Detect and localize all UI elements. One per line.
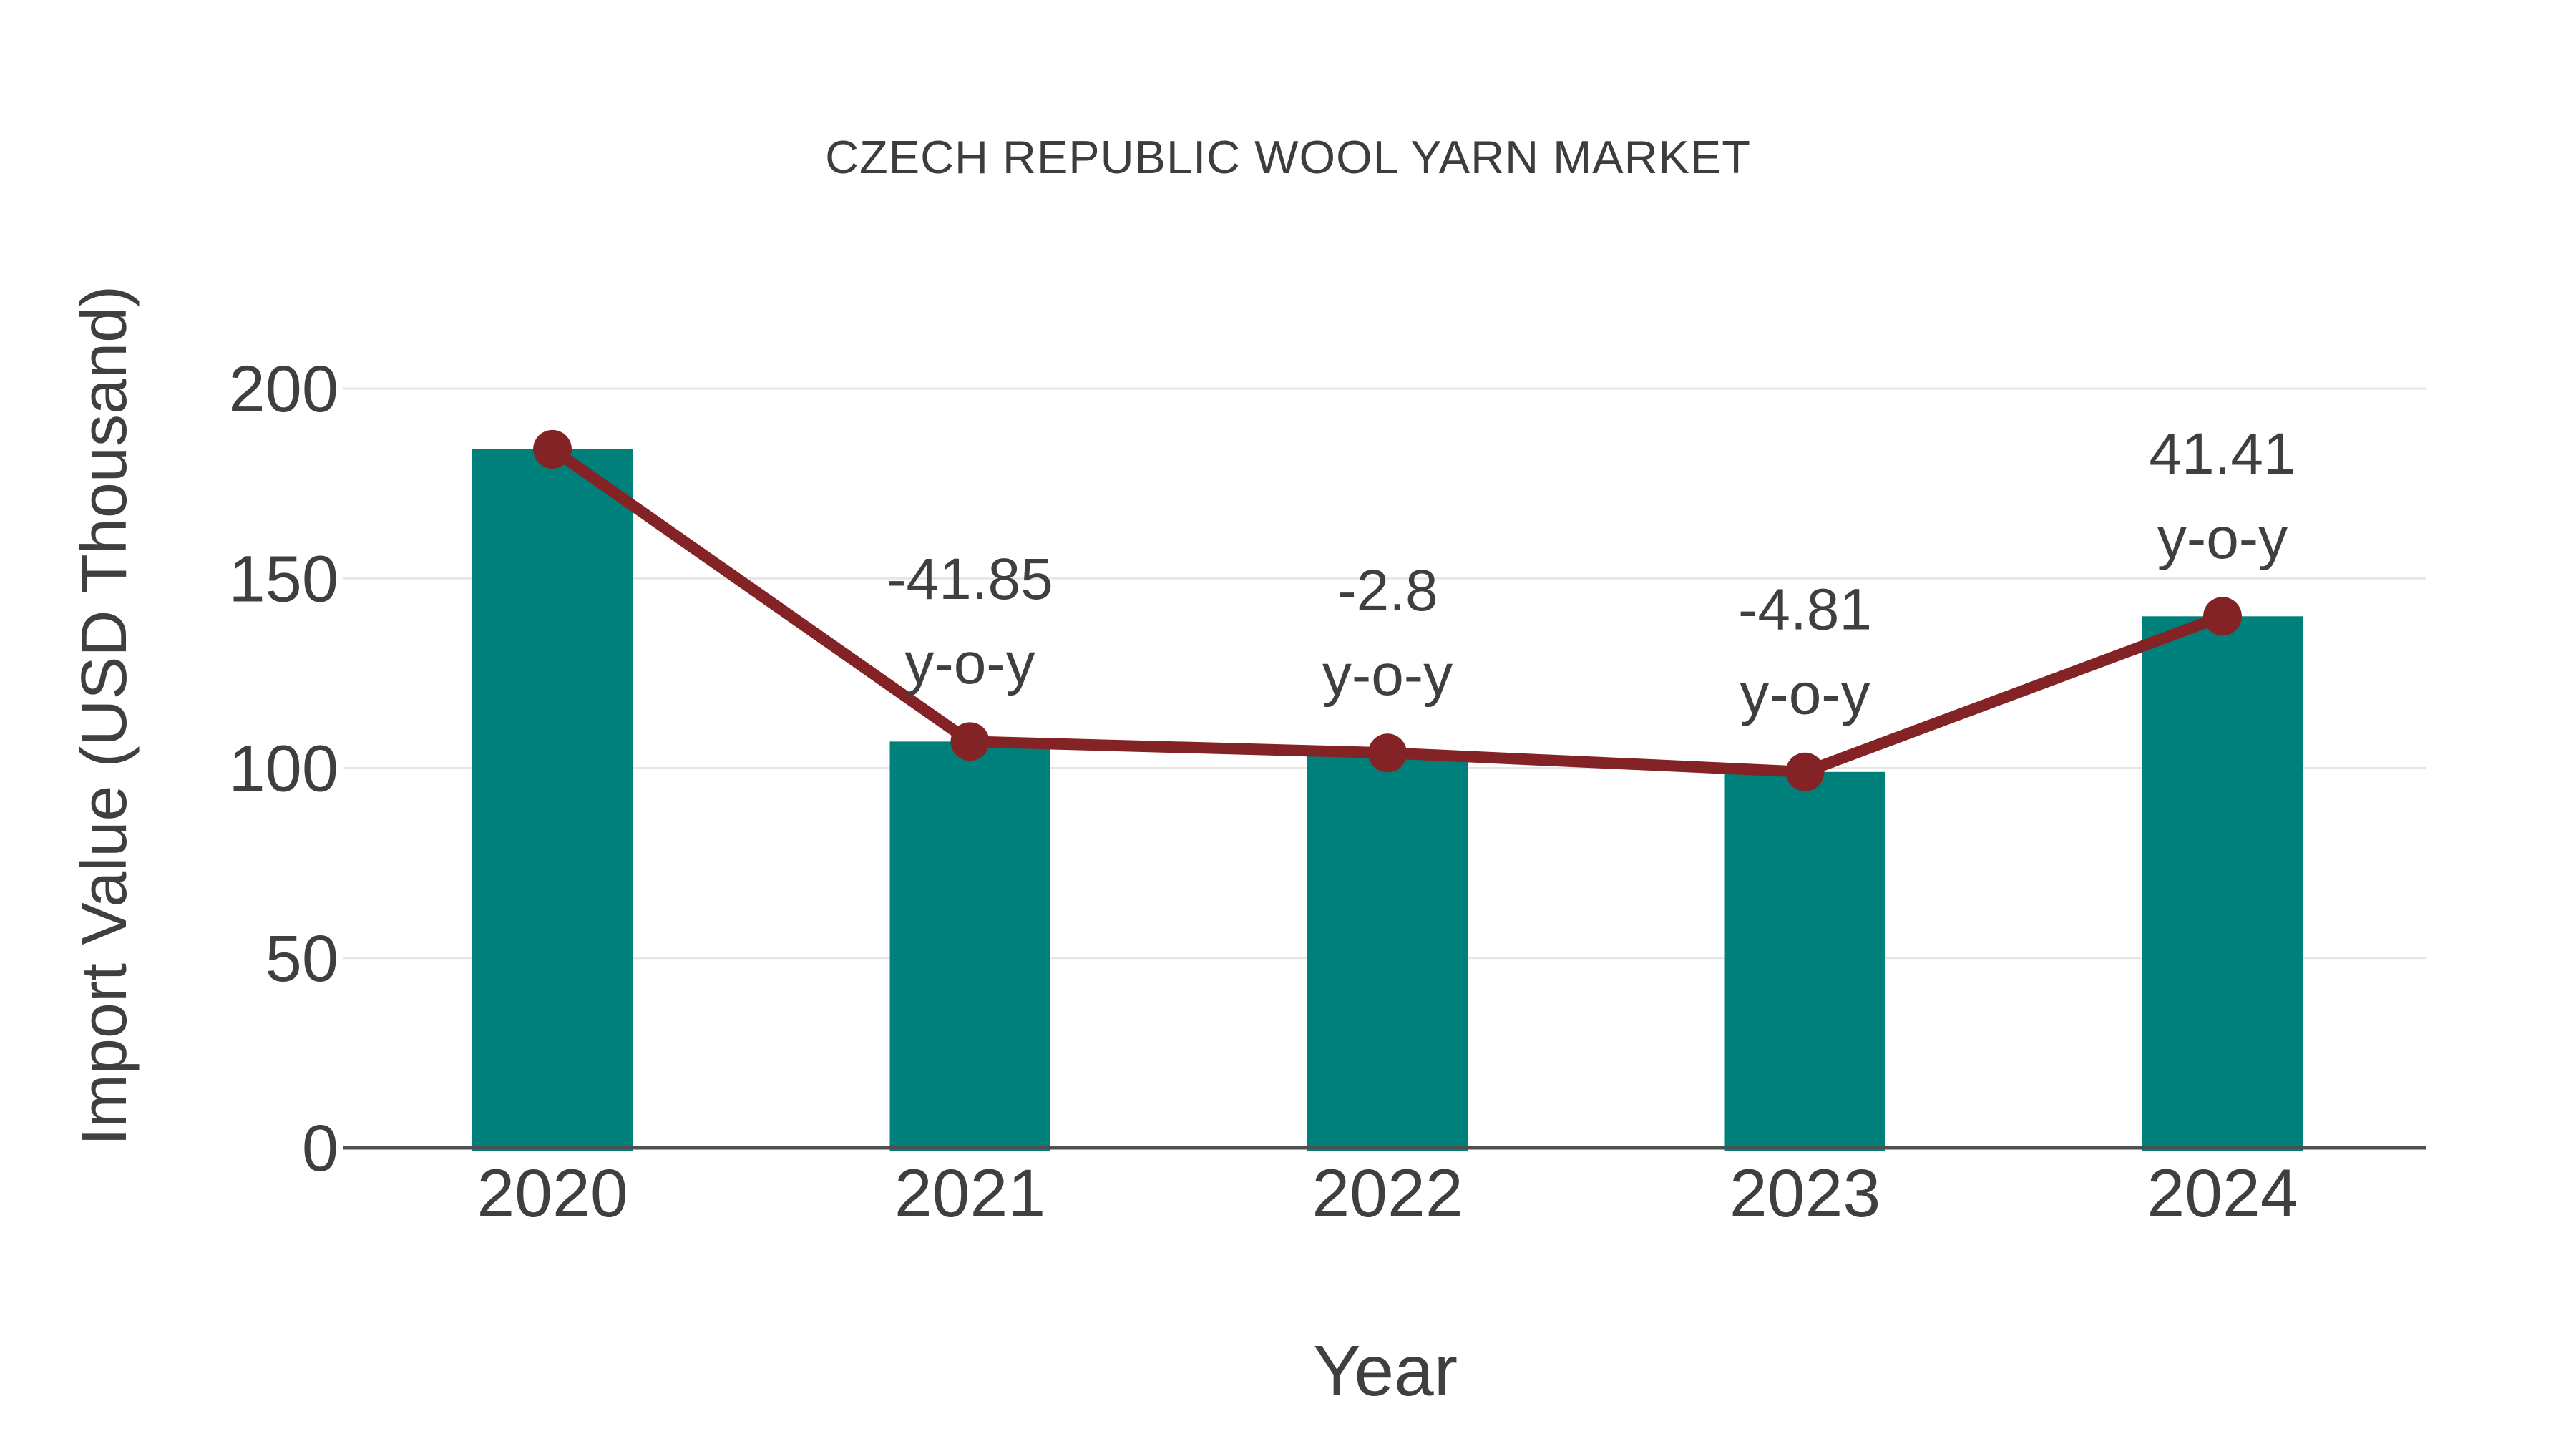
annotation-2022: -2.8 y-o-y <box>1322 558 1453 708</box>
bar-2020 <box>472 449 633 1151</box>
y-tick-label-100: 100 <box>229 733 339 806</box>
trend-marker-2021 <box>950 722 990 761</box>
y-tick-label-150: 150 <box>229 542 339 615</box>
y-tick-label-200: 200 <box>229 353 339 426</box>
y-tick-label-0: 0 <box>302 1112 338 1185</box>
x-tick-label-2023: 2023 <box>1729 1156 1880 1231</box>
trend-marker-2020 <box>533 429 572 469</box>
annotation-unit-2024: y-o-y <box>2157 506 2288 571</box>
annotation-unit-2021: y-o-y <box>904 631 1035 696</box>
bars-layer <box>472 449 2303 1151</box>
annotation-value-2024: 41.41 <box>2149 421 2296 487</box>
annotation-2024: 41.41 y-o-y <box>2149 421 2296 571</box>
bar-2022 <box>1307 753 1468 1151</box>
category-labels-layer: 2020 2021 2022 2023 2024 <box>477 1156 2298 1231</box>
bar-2024 <box>2142 616 2303 1151</box>
trend-marker-2022 <box>1368 733 1407 773</box>
trend-marker-2024 <box>2203 597 2242 636</box>
annotation-2023: -4.81 y-o-y <box>1738 577 1872 727</box>
annotation-2021: -41.85 y-o-y <box>887 547 1053 696</box>
y-axis-title: Import Value (USD Thousand) <box>69 286 140 1146</box>
bar-2023 <box>1724 771 1885 1151</box>
annotation-unit-2022: y-o-y <box>1322 643 1453 708</box>
x-tick-label-2022: 2022 <box>1312 1156 1463 1231</box>
annotation-value-2022: -2.8 <box>1337 558 1438 623</box>
y-tick-label-50: 50 <box>265 922 338 995</box>
x-tick-label-2020: 2020 <box>477 1156 628 1231</box>
annotation-value-2023: -4.81 <box>1738 577 1872 643</box>
annotation-value-2021: -41.85 <box>887 547 1053 612</box>
annotation-unit-2023: y-o-y <box>1740 662 1870 727</box>
x-tick-label-2021: 2021 <box>894 1156 1045 1231</box>
trend-line-layer <box>533 429 2242 791</box>
annotations-layer: -41.85 y-o-y -2.8 y-o-y -4.81 y-o-y 41.41 y-o-y <box>887 421 2296 727</box>
bar-2021 <box>889 741 1050 1151</box>
x-axis-title: Year <box>1313 1331 1458 1411</box>
chart-title: CZECH REPUBLIC WOOL YARN MARKET <box>825 131 1751 183</box>
x-tick-label-2024: 2024 <box>2147 1156 2298 1231</box>
tick-labels-layer: 0 50 100 150 200 <box>229 353 339 1185</box>
trend-marker-2023 <box>1785 752 1825 791</box>
